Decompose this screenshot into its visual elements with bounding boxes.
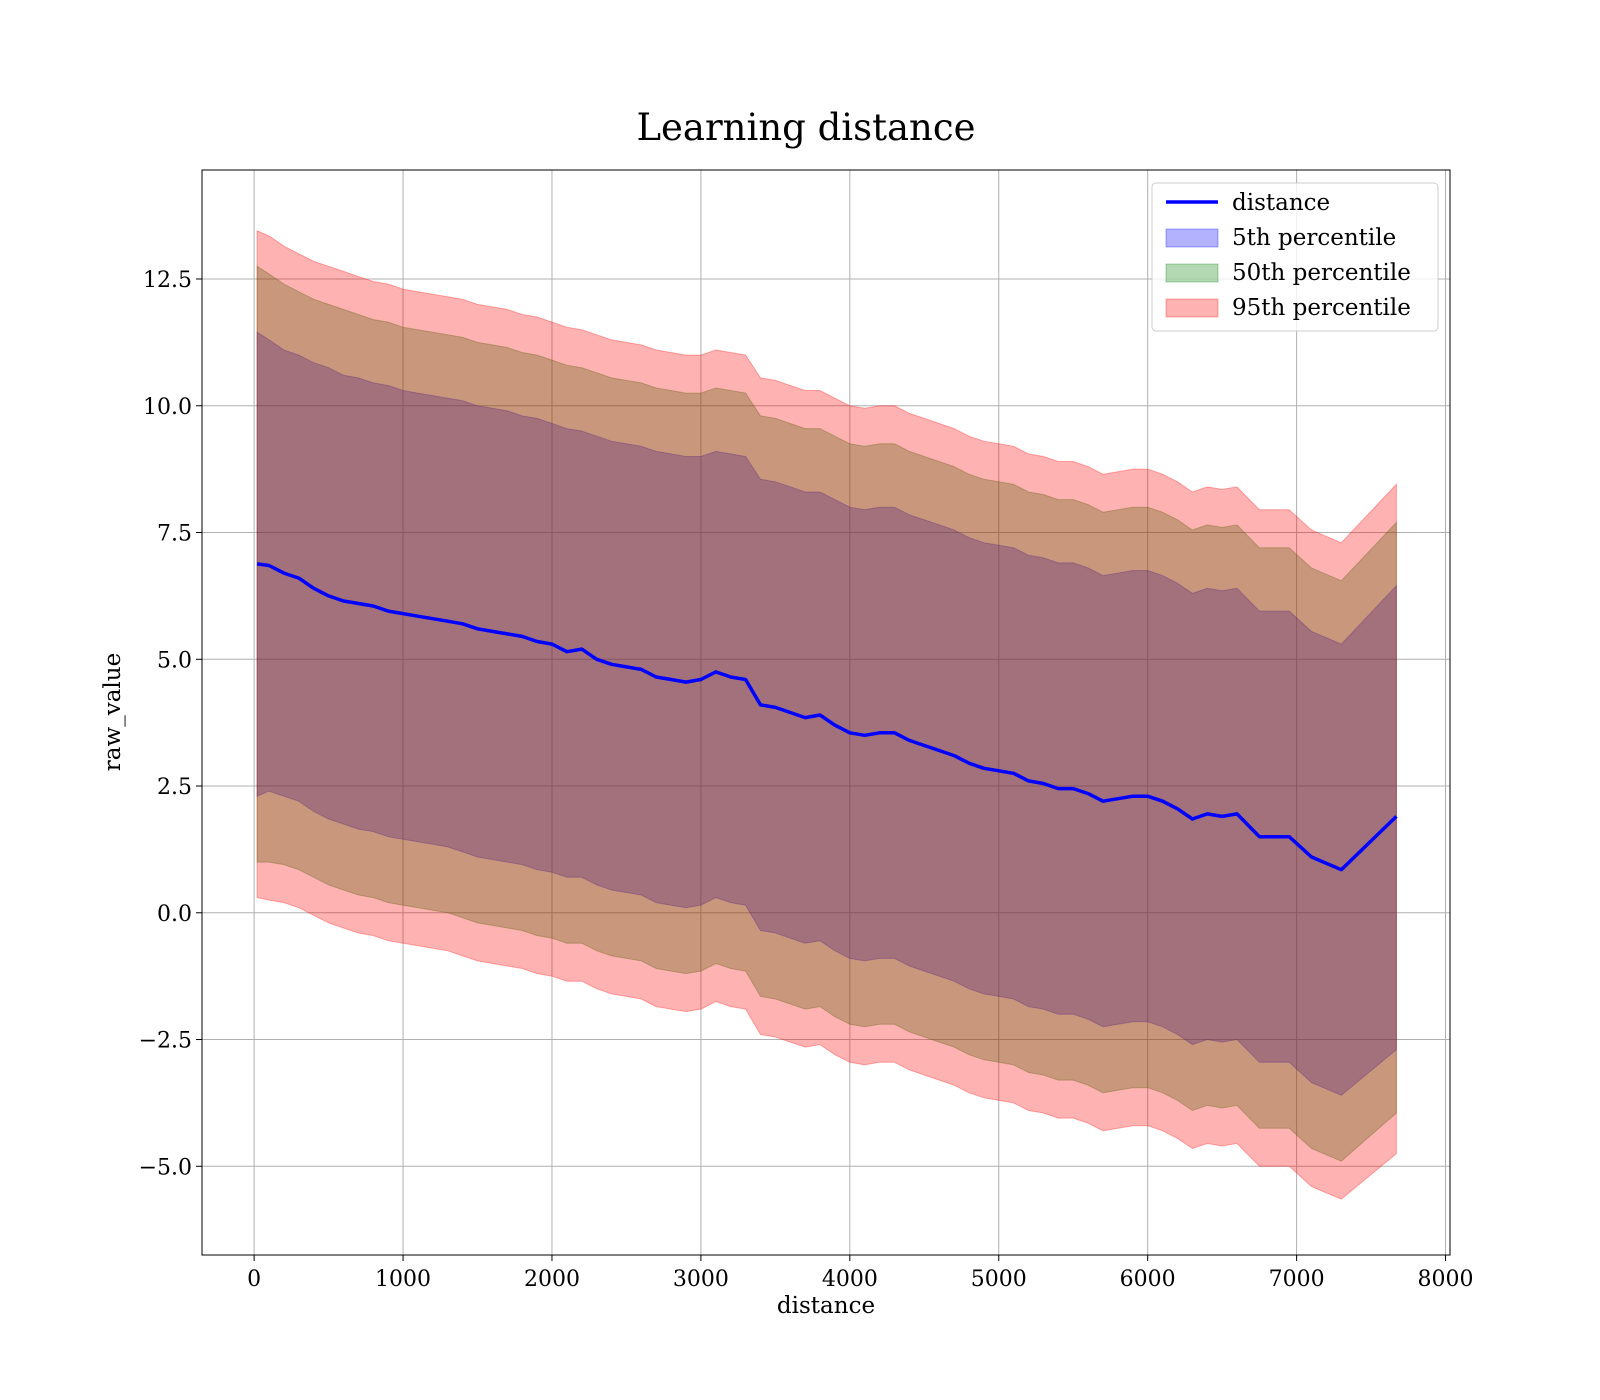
y-tick-label: 0.0	[157, 902, 192, 927]
legend-label-50th-percentile: 50th percentile	[1232, 260, 1411, 286]
band-layer	[256, 230, 1397, 1200]
line-layer	[256, 562, 1398, 872]
y-axis-ticks: −5.0 −2.5 0.0 2.5 5.0 7.5 10.0 12.5	[139, 268, 202, 1180]
legend-swatch-50th-percentile	[1165, 263, 1219, 283]
50th-percentile-band	[256, 265, 1397, 1162]
y-tick-label: −2.5	[139, 1029, 192, 1054]
5th-percentile-band	[256, 331, 1397, 1096]
y-tick-label: 10.0	[143, 395, 192, 420]
legend-label-distance: distance	[1232, 190, 1330, 216]
x-tick-label: 8000	[1418, 1267, 1474, 1292]
x-tick-label: 0	[247, 1267, 261, 1292]
distance-line	[256, 562, 1398, 872]
y-tick-label: −5.0	[139, 1155, 192, 1180]
y-tick-label: 7.5	[157, 522, 192, 547]
chart-title: Learning distance	[636, 106, 975, 149]
x-tick-label: 6000	[1120, 1267, 1176, 1292]
y-tick-label: 2.5	[157, 775, 192, 800]
x-tick-label: 7000	[1269, 1267, 1325, 1292]
x-tick-label: 3000	[673, 1267, 729, 1292]
legend-swatch-5th-percentile	[1165, 228, 1219, 248]
y-axis-label: raw_value	[100, 653, 126, 771]
95th-percentile-band	[256, 230, 1397, 1200]
plot-frame	[201, 169, 1451, 1256]
legend-box	[1151, 182, 1439, 332]
grid-layer	[202, 170, 1450, 1255]
x-tick-label: 4000	[822, 1267, 878, 1292]
x-tick-label: 5000	[971, 1267, 1027, 1292]
x-tick-label: 1000	[375, 1267, 431, 1292]
legend-swatch-95th-percentile	[1165, 298, 1219, 318]
x-axis-ticks: 0 1000 2000 3000 4000 5000 6000 7000 8000	[247, 1255, 1474, 1292]
legend-label-5th-percentile: 5th percentile	[1232, 225, 1396, 251]
legend-entries: distance 5th percentile 50th percentile 95t…	[1165, 190, 1411, 321]
legend-label-95th-percentile: 95th percentile	[1232, 295, 1411, 321]
y-tick-label: 5.0	[157, 648, 192, 673]
legend: distance 5th percentile 50th percentile 95t…	[1151, 182, 1439, 332]
x-tick-label: 2000	[524, 1267, 580, 1292]
x-axis-label: distance	[777, 1293, 875, 1319]
y-tick-label: 12.5	[143, 268, 192, 293]
